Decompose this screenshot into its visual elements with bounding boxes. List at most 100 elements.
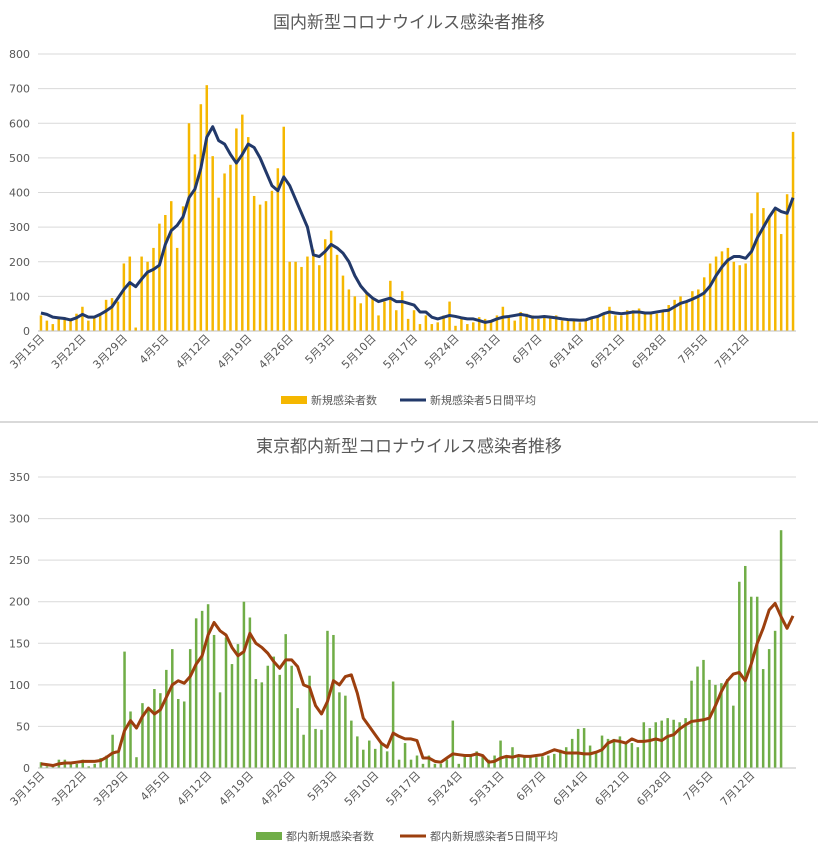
y-tick-label: 700 — [9, 83, 30, 96]
bar — [600, 735, 604, 768]
bar — [359, 303, 362, 331]
bar — [543, 317, 546, 331]
x-tick-label: 4月26日 — [258, 769, 298, 809]
bar — [147, 708, 150, 768]
bar — [472, 322, 475, 331]
y-tick-label: 350 — [9, 471, 30, 484]
bar — [564, 747, 568, 768]
bar — [377, 315, 380, 331]
bar — [578, 322, 582, 331]
y-tick-label: 0 — [23, 325, 30, 338]
bar — [294, 261, 297, 331]
bar — [391, 681, 395, 768]
bar — [383, 301, 386, 331]
bar — [332, 634, 335, 768]
bar — [779, 530, 783, 768]
bar — [726, 247, 730, 331]
bar — [63, 317, 66, 331]
bar — [188, 649, 192, 768]
bar — [134, 327, 137, 331]
bar — [264, 201, 268, 331]
x-tick-label: 4月19日 — [216, 769, 256, 809]
bar — [229, 164, 232, 331]
bar — [477, 317, 481, 331]
bar — [211, 156, 214, 331]
bar — [427, 755, 431, 768]
bar — [194, 618, 198, 768]
bar — [116, 301, 120, 331]
bar — [81, 759, 85, 768]
y-tick-label: 100 — [9, 679, 30, 692]
bar — [99, 758, 102, 768]
x-tick-label: 7月12日 — [718, 769, 758, 809]
bar — [252, 195, 256, 331]
bar — [290, 665, 293, 768]
bar — [288, 261, 291, 331]
bar — [218, 692, 222, 768]
bar — [193, 154, 197, 331]
x-tick-label: 5月17日 — [384, 769, 424, 809]
bar-series — [39, 85, 795, 332]
bar — [785, 194, 789, 331]
bar-series — [39, 530, 783, 768]
bar — [558, 749, 562, 768]
bar — [45, 766, 49, 768]
bar — [755, 596, 759, 768]
bar — [241, 114, 244, 331]
bar — [606, 738, 610, 768]
bar — [732, 261, 736, 331]
bar — [648, 728, 652, 768]
bar — [69, 320, 72, 331]
x-tick-label: 6月7日 — [514, 769, 549, 804]
bar — [123, 651, 126, 768]
x-tick-label: 5月31日 — [467, 769, 507, 809]
bar — [181, 206, 185, 331]
national-chart: 国内新型コロナウイルス感染者推移 0 100 200 300 400 500 600 700 8… — [7, 13, 796, 407]
bar — [749, 596, 753, 768]
bar — [702, 277, 706, 331]
x-tick-label: 4月12日 — [173, 332, 213, 372]
bar — [51, 324, 55, 331]
bar — [708, 679, 711, 768]
bar — [306, 256, 309, 331]
bar — [266, 665, 270, 768]
bar — [690, 680, 693, 768]
bar — [300, 266, 303, 331]
bar — [513, 320, 516, 331]
bar — [246, 137, 250, 331]
bar — [415, 755, 419, 768]
x-tick-label: 5月3日 — [305, 769, 340, 804]
bar — [451, 720, 455, 768]
x-tick-label: 5月24日 — [422, 332, 462, 372]
y-tick-label: 200 — [9, 596, 30, 609]
y-tick-label: 0 — [23, 762, 30, 775]
bar — [104, 299, 108, 331]
bar — [756, 192, 759, 331]
bar — [767, 649, 771, 768]
x-tick-label: 5月3日 — [303, 332, 338, 367]
bar — [672, 719, 675, 768]
bar — [199, 104, 203, 331]
bar — [525, 313, 528, 331]
bar — [529, 755, 532, 768]
bar — [594, 753, 598, 768]
bar — [608, 306, 611, 331]
bar — [454, 325, 457, 331]
bar — [696, 666, 699, 768]
y-tick-label: 250 — [9, 554, 30, 567]
bar — [560, 320, 564, 331]
bar — [791, 131, 795, 331]
bar — [531, 315, 534, 331]
bar — [463, 755, 467, 768]
bar — [169, 201, 173, 331]
bar — [409, 759, 413, 768]
bar — [110, 298, 114, 331]
y-tick-label: 150 — [9, 637, 30, 650]
bar — [697, 289, 700, 331]
y-axis-ticks: 0 100 200 300 400 500 600 700 800 — [9, 48, 30, 338]
bar — [412, 310, 416, 331]
bar — [582, 728, 586, 768]
bar — [612, 738, 616, 768]
x-axis-ticks: 3月15日 3月22日 3月29日 4月5日 4月12日 4月19日 4月26日 5月3日 5月… — [8, 769, 758, 809]
y-tick-label: 50 — [16, 720, 30, 733]
